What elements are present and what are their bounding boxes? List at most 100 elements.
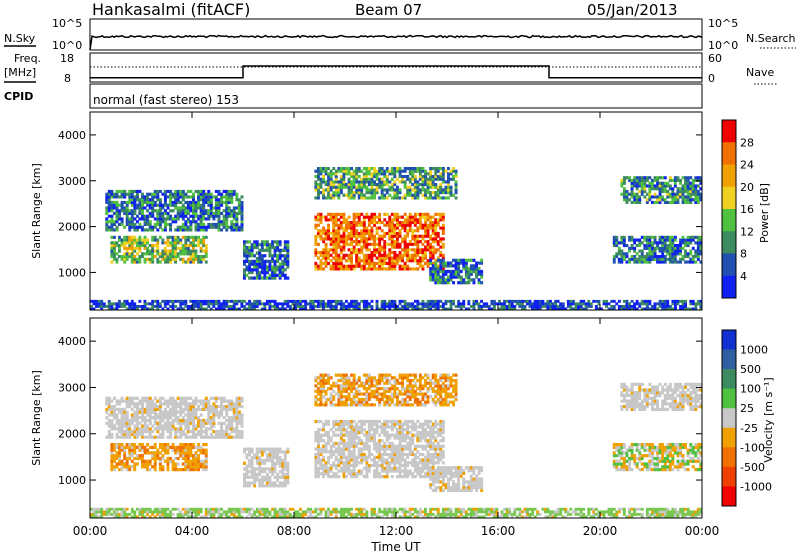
heatmap-cell	[123, 454, 127, 458]
heatmap-cell	[396, 305, 399, 308]
heatmap-cell	[130, 399, 134, 403]
heatmap-cell	[322, 196, 325, 200]
heatmap-cell	[327, 223, 330, 227]
heatmap-cell	[380, 253, 384, 257]
heatmap-cell	[115, 456, 119, 461]
heatmap-cell	[342, 226, 346, 230]
heatmap-cell	[350, 191, 353, 195]
heatmap-cell	[273, 273, 277, 277]
heatmap-cell	[260, 248, 264, 252]
heatmap-cell	[623, 187, 626, 191]
heatmap-cell	[135, 244, 139, 248]
heatmap-cell	[475, 302, 478, 306]
heatmap-cell	[360, 177, 364, 181]
heatmap-cell	[204, 421, 208, 425]
heatmap-cell	[663, 302, 667, 306]
heatmap-cell	[421, 175, 425, 179]
heatmap-cell	[115, 399, 119, 403]
heatmap-cell	[202, 195, 206, 199]
heatmap-cell	[204, 454, 208, 458]
heatmap-cell	[666, 195, 670, 199]
heatmap-cell	[278, 248, 282, 252]
heatmap-cell	[360, 188, 364, 192]
heatmap-cell	[658, 235, 662, 239]
heatmap-cell	[286, 475, 290, 479]
heatmap-cell	[327, 302, 330, 306]
heatmap-cell	[212, 211, 216, 215]
heatmap-cell	[375, 256, 379, 260]
heatmap-cell	[281, 302, 285, 306]
heatmap-cell	[403, 180, 407, 184]
heatmap-cell	[373, 267, 376, 271]
heatmap-cell	[671, 241, 675, 245]
heatmap-cell	[401, 264, 404, 268]
heatmap-cell	[332, 231, 336, 235]
heatmap-cell	[441, 196, 445, 200]
heatmap-cell	[696, 299, 700, 303]
heatmap-cell	[640, 299, 644, 303]
heatmap-cell	[319, 389, 323, 393]
heatmap-cell	[128, 252, 132, 256]
heatmap-cell	[192, 410, 195, 414]
heatmap-cell	[212, 195, 216, 199]
heatmap-cell	[413, 242, 417, 246]
heatmap-cell	[378, 397, 382, 401]
heatmap-cell	[549, 305, 552, 308]
heatmap-cell	[248, 276, 251, 280]
heatmap-cell	[656, 260, 659, 264]
heatmap-cell	[253, 475, 257, 479]
heatmap-cell	[110, 217, 114, 221]
heatmap-cell	[684, 249, 687, 253]
heatmap-cell	[253, 453, 257, 457]
heatmap-cell	[408, 218, 412, 222]
heatmap-cell	[401, 267, 404, 271]
heatmap-cell	[424, 221, 427, 225]
heatmap-cell	[133, 427, 137, 431]
heatmap-cell	[653, 305, 657, 308]
heatmap-cell	[186, 427, 190, 431]
heatmap-cell	[401, 180, 404, 184]
heatmap-cell	[365, 267, 369, 271]
heatmap-cell	[158, 407, 162, 411]
heatmap-cell	[317, 215, 320, 219]
heatmap-cell	[194, 462, 198, 466]
heatmap-cell	[469, 278, 473, 282]
heatmap-cell	[658, 189, 662, 193]
heatmap-cell	[347, 177, 351, 181]
heatmap-cell	[378, 183, 382, 187]
heatmap-cell	[339, 212, 343, 216]
heatmap-cell	[158, 445, 162, 449]
heatmap-cell	[102, 302, 106, 306]
heatmap-cell	[319, 379, 323, 383]
heatmap-cell	[431, 305, 435, 308]
heatmap-cell	[635, 302, 639, 306]
heatmap-cell	[133, 402, 137, 406]
heatmap-cell	[413, 188, 417, 192]
heatmap-cell	[370, 215, 374, 219]
heatmap-cell	[367, 223, 371, 227]
heatmap-cell	[171, 257, 175, 261]
heatmap-cell	[441, 175, 445, 179]
heatmap-cell	[110, 407, 114, 411]
heatmap-cell	[367, 183, 371, 187]
heatmap-cell	[255, 450, 259, 454]
heatmap-cell	[207, 302, 211, 306]
heatmap-cell	[327, 379, 330, 383]
heatmap-cell	[345, 397, 348, 401]
heatmap-cell	[113, 249, 116, 253]
heatmap-cell	[186, 402, 190, 406]
heatmap-cell	[413, 240, 417, 244]
heatmap-cell	[118, 195, 121, 199]
heatmap-cell	[625, 299, 629, 303]
heatmap-cell	[467, 269, 471, 274]
heatmap-cell	[266, 447, 269, 451]
heatmap-cell	[648, 260, 652, 264]
heatmap-cell	[130, 307, 134, 311]
heatmap-cell	[107, 195, 111, 199]
heatmap-cell	[319, 167, 323, 171]
heatmap-cell	[452, 281, 455, 285]
heatmap-cell	[128, 302, 132, 306]
heatmap-cell	[444, 272, 448, 276]
heatmap-cell	[661, 244, 665, 248]
heatmap-cell	[225, 222, 229, 226]
